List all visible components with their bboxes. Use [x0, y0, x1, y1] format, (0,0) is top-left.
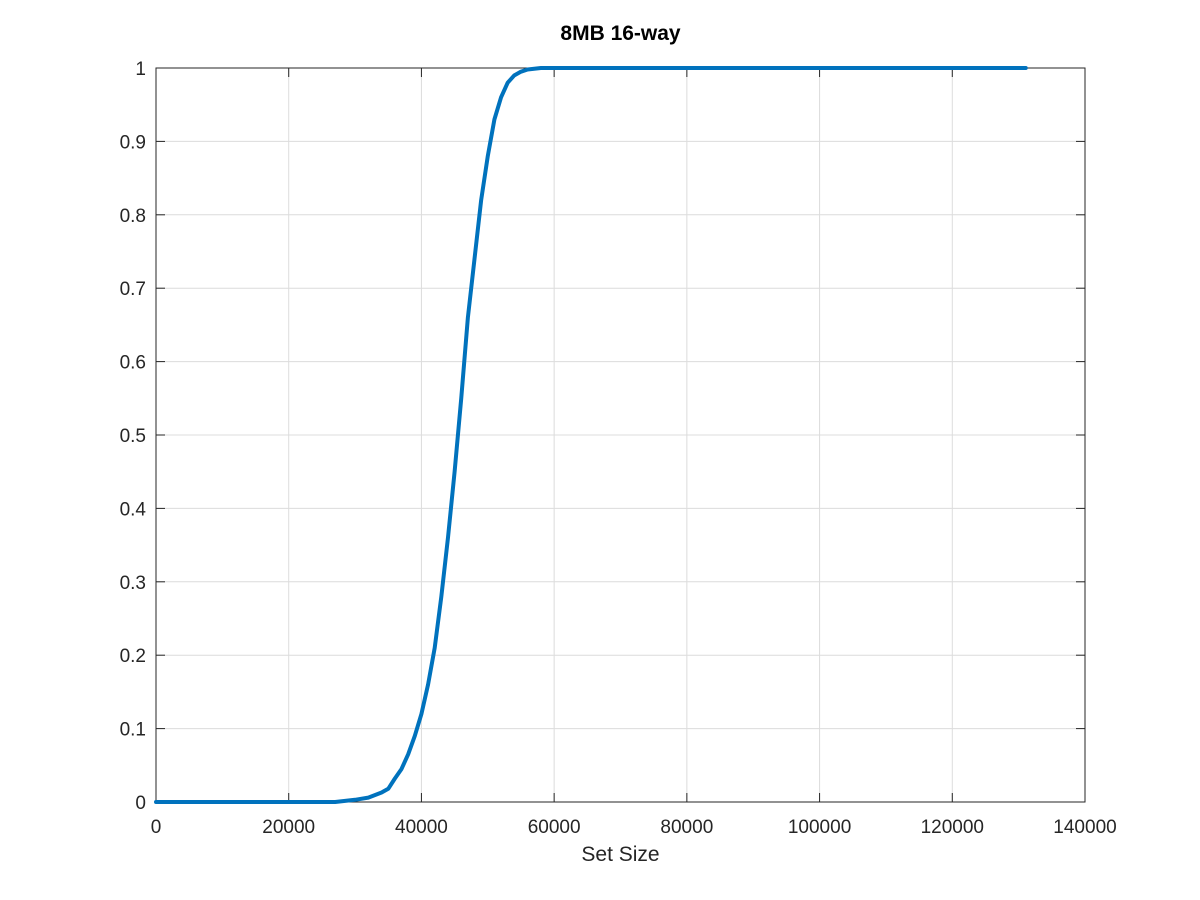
y-tick-label: 0.1 — [120, 720, 146, 741]
series-layer — [154, 66, 1028, 804]
y-tick-label: 0.8 — [120, 206, 146, 227]
grid — [156, 68, 1085, 802]
tick-marks — [155, 67, 1086, 803]
x-tick-label: 40000 — [395, 817, 448, 838]
x-axis-label: Set Size — [581, 843, 659, 866]
x-tick-label: 80000 — [660, 817, 713, 838]
y-tick-label: 0.6 — [120, 353, 146, 374]
y-tick-label: 0.7 — [120, 279, 146, 300]
x-tick-labels: 0 20000 40000 60000 80000 100000 120000 140000 — [151, 817, 1117, 838]
y-tick-labels: 0 0.1 0.2 0.3 0.4 0.5 0.6 0.7 0.8 0.9 1 — [120, 59, 147, 814]
y-tick-label: 0 — [135, 793, 146, 814]
y-tick-label: 0.3 — [120, 573, 146, 594]
y-tick-label: 1 — [135, 59, 146, 80]
y-tick-label: 0.4 — [120, 499, 147, 520]
chart-title: 8MB 16-way — [560, 22, 681, 45]
x-tick-label: 140000 — [1053, 817, 1116, 838]
series-line — [154, 66, 1028, 804]
y-tick-label: 0.2 — [120, 646, 146, 667]
series-path — [154, 66, 1028, 804]
x-tick-label: 0 — [151, 817, 162, 838]
y-tick-label: 0.9 — [120, 132, 146, 153]
x-tick-label: 100000 — [788, 817, 851, 838]
y-tick-label: 0.5 — [120, 426, 146, 447]
x-tick-label: 20000 — [262, 817, 315, 838]
x-tick-label: 60000 — [528, 817, 581, 838]
x-tick-label: 120000 — [921, 817, 984, 838]
